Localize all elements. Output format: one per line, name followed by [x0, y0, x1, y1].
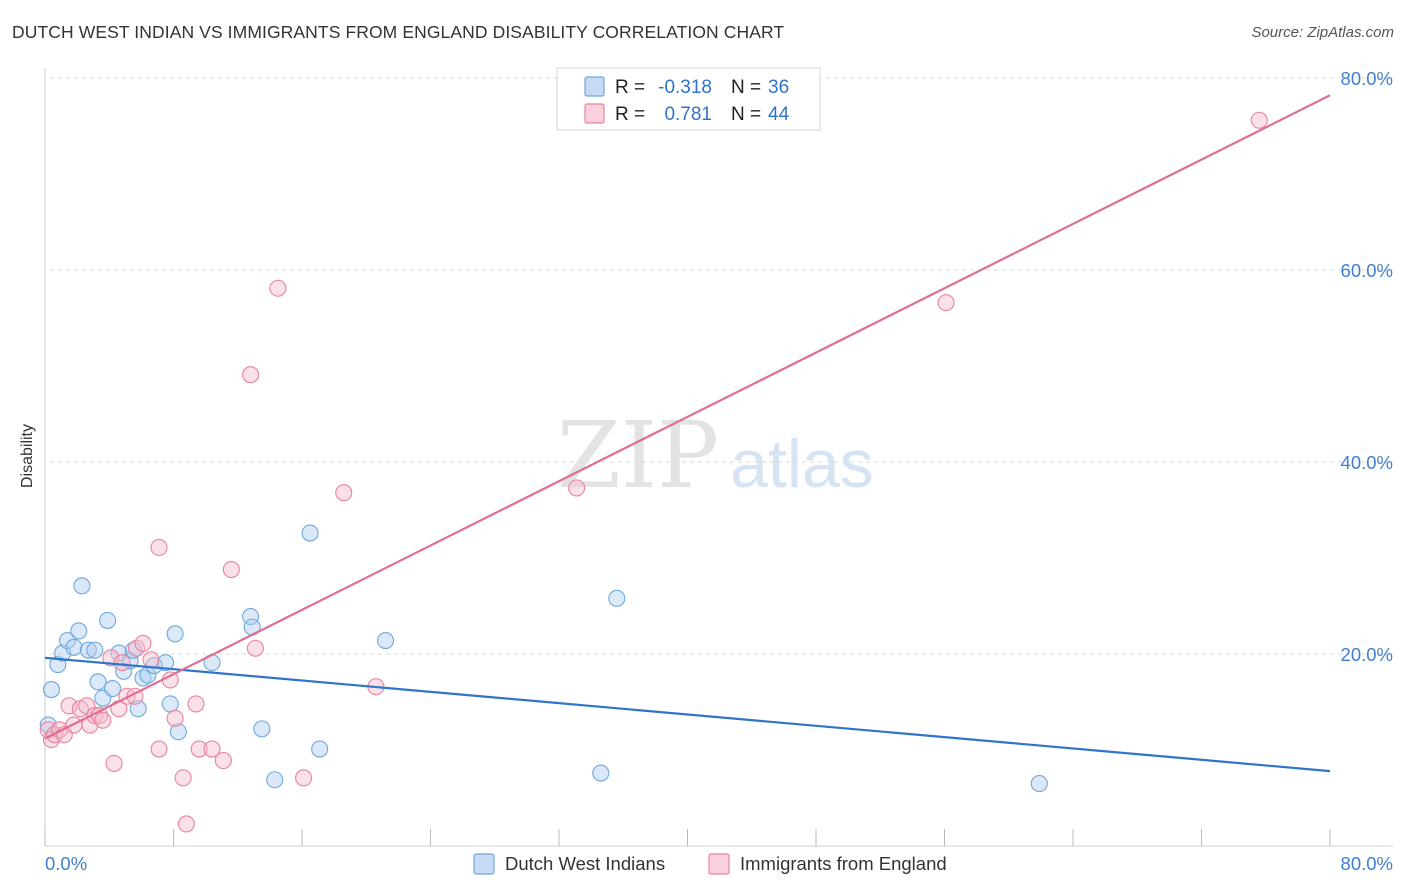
legend-n-label-blue: N = [731, 77, 761, 98]
point-pink-23 [150, 740, 168, 758]
point-blue-1 [42, 680, 60, 699]
point-blue-8 [79, 641, 97, 659]
point-blue-33 [376, 632, 395, 650]
point-blue-15 [115, 662, 133, 680]
point-blue-6 [70, 622, 88, 640]
x-tick-label-0: 0.0% [45, 853, 87, 874]
y-tick-label-2: 60.0% [1341, 260, 1393, 281]
point-pink-12 [94, 711, 112, 729]
point-pink-34 [246, 639, 264, 657]
y-tick-label-0: 20.0% [1341, 644, 1393, 665]
legend-r-value-pink: 0.781 [664, 104, 712, 125]
point-blue-12 [99, 611, 117, 629]
point-pink-41 [1250, 111, 1268, 129]
trend-line-pink [44, 94, 1331, 740]
legend-swatch-immigrants-from-england [708, 853, 730, 875]
point-blue-22 [156, 654, 175, 672]
point-pink-29 [190, 740, 208, 758]
point-pink-30 [203, 740, 221, 758]
legend-r-label-blue: R = [615, 77, 645, 98]
point-blue-24 [166, 625, 184, 643]
point-blue-34 [592, 764, 610, 782]
x-tick-labels: 0.0% 80.0% [45, 853, 1393, 874]
point-pink-21 [142, 651, 160, 669]
point-blue-25 [169, 723, 187, 741]
series-blue-points [39, 524, 1048, 793]
point-pink-24 [161, 671, 179, 689]
point-pink-5 [60, 697, 78, 715]
point-pink-22 [150, 538, 168, 556]
legend-series: Dutch West Indians Immigrants from Engla… [473, 853, 947, 875]
legend-swatch-dutch-west-indians [473, 853, 495, 875]
point-blue-29 [253, 720, 271, 738]
point-pink-35 [269, 279, 287, 297]
legend-r-label-pink: R = [615, 104, 645, 125]
point-blue-32 [311, 740, 329, 758]
watermark-atlas: atlas [730, 426, 874, 502]
point-pink-13 [102, 649, 120, 667]
watermark: ZIP atlas [557, 402, 874, 509]
point-blue-10 [89, 673, 107, 691]
legend-stats-swatch-blue [584, 76, 605, 97]
trend-lines [44, 94, 1331, 773]
legend-label-dutch-west-indians: Dutch West Indians [505, 853, 665, 874]
point-blue-13 [103, 680, 122, 698]
point-pink-32 [222, 560, 240, 579]
point-pink-33 [242, 366, 260, 384]
point-blue-7 [73, 577, 91, 595]
point-pink-28 [187, 695, 205, 713]
point-pink-14 [105, 754, 123, 772]
y-tick-label-3: 80.0% [1341, 68, 1393, 89]
point-blue-19 [134, 669, 152, 687]
point-blue-23 [161, 695, 179, 713]
point-pink-26 [174, 769, 192, 787]
y-tick-label-1: 40.0% [1341, 452, 1393, 473]
axes [44, 68, 1393, 847]
point-pink-39 [568, 479, 586, 497]
point-pink-36 [295, 769, 313, 787]
point-blue-30 [266, 771, 284, 789]
legend-r-value-blue: -0.318 [658, 77, 712, 98]
legend-stats-swatch-pink [584, 103, 605, 124]
point-blue-0 [39, 716, 57, 734]
point-blue-31 [301, 524, 319, 542]
point-blue-4 [58, 632, 77, 650]
trend-line-blue [44, 656, 1331, 773]
point-pink-16 [113, 654, 131, 672]
y-tick-labels: 20.0% 40.0% 60.0% 80.0% [1341, 68, 1393, 665]
point-blue-5 [65, 638, 83, 656]
point-blue-9 [86, 641, 104, 659]
point-pink-27 [177, 815, 195, 833]
point-pink-37 [335, 484, 353, 502]
point-pink-20 [134, 634, 152, 652]
chart-title: DUTCH WEST INDIAN VS IMMIGRANTS FROM ENG… [12, 22, 785, 42]
chart-source: Source: ZipAtlas.com [1251, 24, 1394, 41]
legend-n-label-pink: N = [731, 104, 761, 125]
point-blue-35 [608, 589, 626, 607]
point-pink-40 [937, 294, 955, 312]
point-blue-36 [1030, 775, 1048, 793]
legend-n-value-blue: 36 [768, 77, 789, 98]
point-blue-27 [242, 608, 260, 626]
legend-label-immigrants-from-england: Immigrants from England [740, 853, 947, 874]
x-tick-label-1: 80.0% [1341, 853, 1393, 874]
legend-stats: R = -0.318 N = 36 R = 0.781 N = 44 [556, 67, 821, 131]
legend-n-value-pink: 44 [768, 104, 790, 125]
point-pink-31 [214, 752, 232, 770]
point-pink-25 [166, 709, 184, 727]
